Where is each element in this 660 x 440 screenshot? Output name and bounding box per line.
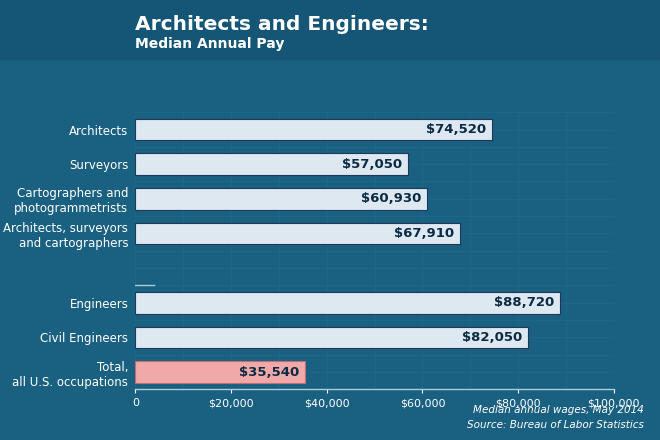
- Text: $74,520: $74,520: [426, 123, 486, 136]
- Bar: [135, 361, 306, 383]
- Bar: [135, 292, 560, 314]
- Text: Source: Bureau of Labor Statistics: Source: Bureau of Labor Statistics: [467, 420, 644, 430]
- Text: Architects and Engineers:: Architects and Engineers:: [135, 15, 429, 34]
- Text: $82,050: $82,050: [462, 331, 522, 344]
- Bar: [135, 223, 460, 244]
- Bar: [135, 188, 427, 209]
- Text: $88,720: $88,720: [494, 296, 554, 309]
- Bar: [135, 326, 528, 348]
- Text: $35,540: $35,540: [240, 366, 300, 378]
- Bar: [135, 154, 409, 175]
- Text: Median annual wages, May 2014: Median annual wages, May 2014: [473, 405, 644, 415]
- Bar: [135, 119, 492, 140]
- Text: $57,050: $57,050: [343, 158, 403, 171]
- Text: Median Annual Pay: Median Annual Pay: [135, 37, 284, 51]
- Text: $60,930: $60,930: [361, 192, 421, 205]
- Text: $67,910: $67,910: [395, 227, 455, 240]
